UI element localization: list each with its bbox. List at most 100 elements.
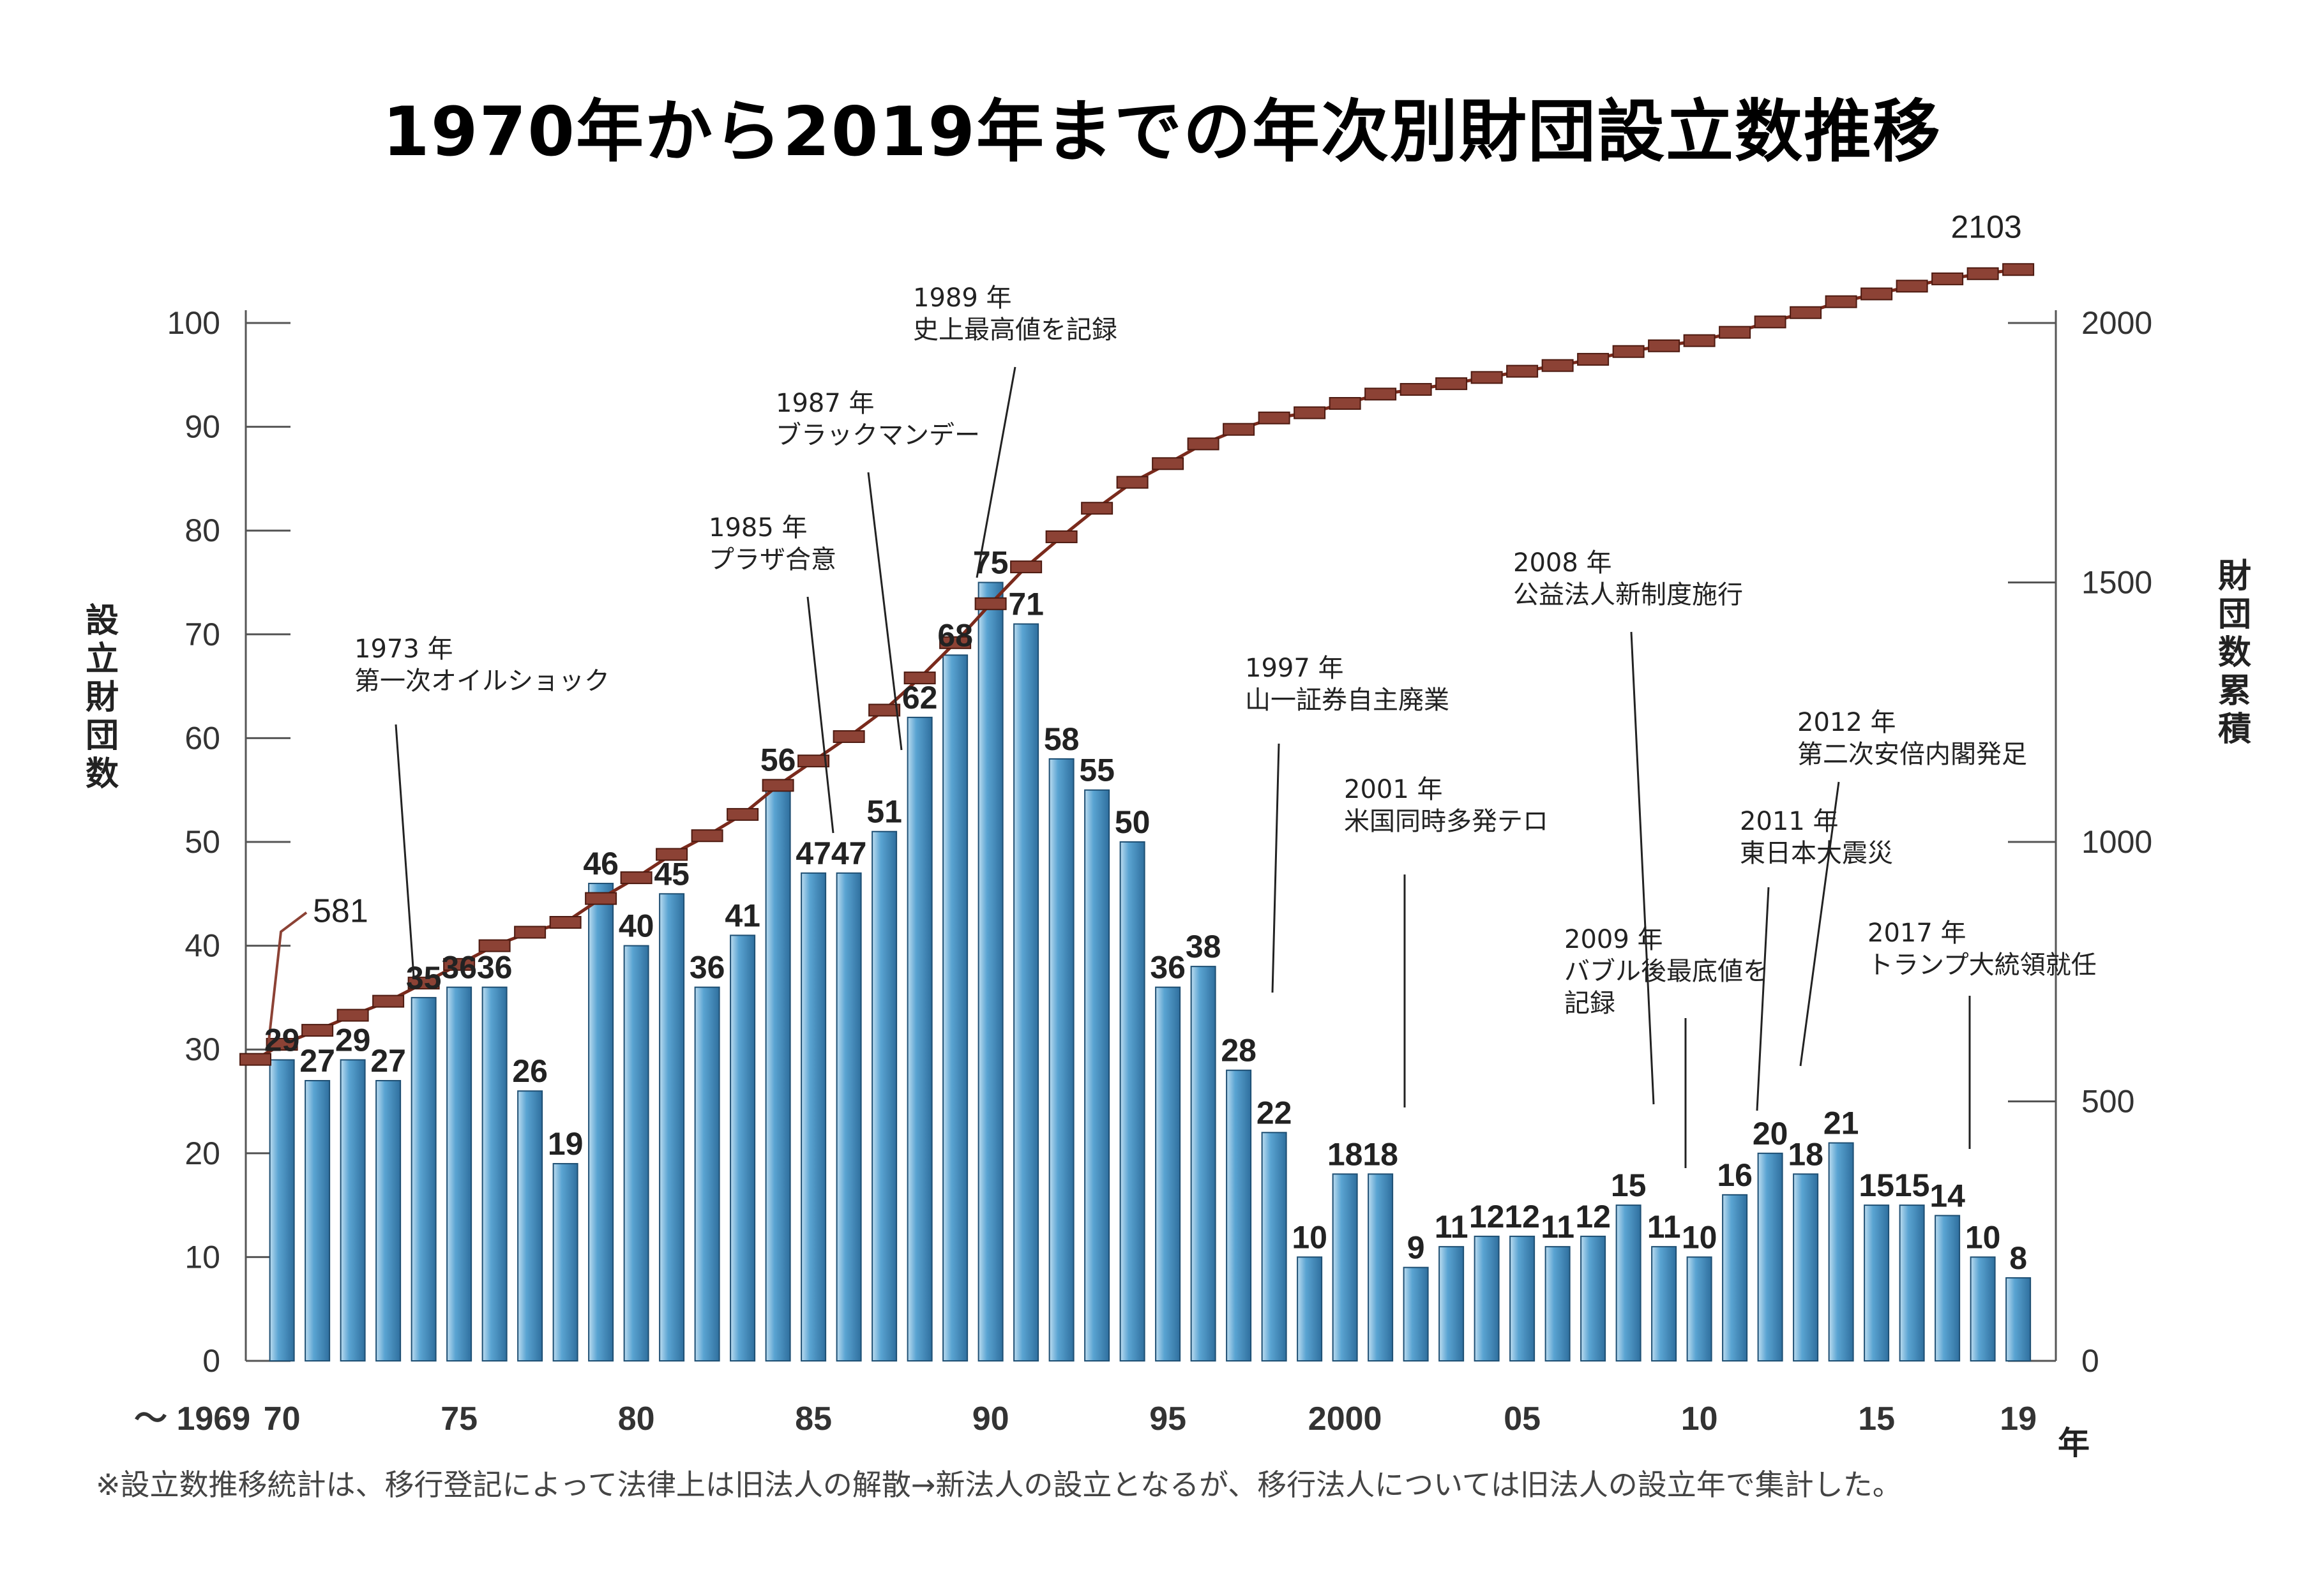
- x-tick-label: 19: [2000, 1400, 2037, 1437]
- cumulative-marker: [1081, 502, 1113, 515]
- bar: [552, 1163, 578, 1362]
- annotation-leader: [806, 596, 834, 834]
- cumulative-marker: [239, 1053, 271, 1066]
- bar-value-label: 18: [1362, 1136, 1398, 1172]
- annotation-leader: [976, 366, 1016, 578]
- footnote: ※設立数推移統計は、移行登記によって法律上は旧法人の解散→新法人の設立となるが、…: [96, 1467, 1902, 1502]
- bar: [1403, 1266, 1429, 1362]
- bar: [942, 654, 969, 1362]
- bar: [1368, 1173, 1394, 1362]
- bar: [588, 883, 614, 1362]
- y-tick-label: 70: [185, 617, 220, 652]
- bar-value-label: 27: [370, 1043, 406, 1079]
- bar: [1297, 1256, 1323, 1362]
- x-axis-title: 年: [2058, 1425, 2090, 1462]
- bar-value-label: 41: [725, 897, 760, 933]
- annotation-event: 第二次安倍内閣発足: [1797, 740, 2027, 769]
- y-axis-title-char: 財: [86, 679, 119, 717]
- bar: [1190, 966, 1216, 1362]
- bar: [1757, 1152, 1783, 1362]
- bar: [1899, 1204, 1925, 1362]
- cumulative-marker: [1719, 326, 1751, 339]
- y2-tick-label: 1000: [2081, 824, 2152, 860]
- x-tick-label: 15: [1858, 1400, 1895, 1437]
- bar: [2005, 1277, 2032, 1362]
- cumulative-marker: [1223, 423, 1255, 436]
- annotation-year: 2008 年: [1513, 548, 1612, 578]
- cumulative-marker: [1294, 406, 1326, 419]
- cumulative-marker: [407, 977, 440, 990]
- annotation-event: 第一次オイルショック: [354, 666, 610, 696]
- bar-value-label: 11: [1541, 1209, 1574, 1245]
- bar: [1332, 1173, 1358, 1362]
- bar: [1651, 1246, 1677, 1362]
- bar: [1226, 1069, 1252, 1362]
- bar-value-label: 15: [1611, 1167, 1647, 1203]
- bar-value-label: 68: [937, 617, 973, 653]
- cumulative-marker: [1258, 411, 1290, 424]
- bar-value-label: 46: [583, 846, 619, 882]
- cumulative-marker: [1577, 352, 1610, 366]
- bar: [269, 1059, 295, 1362]
- bar-value-label: 11: [1647, 1209, 1681, 1245]
- cumulative-marker: [1400, 383, 1432, 396]
- cumulative-marker: [301, 1024, 334, 1037]
- bar: [1048, 758, 1075, 1362]
- bar-value-label: 45: [654, 856, 690, 892]
- annotation-leader: [867, 472, 903, 751]
- bar: [977, 581, 1004, 1362]
- bar: [871, 830, 898, 1362]
- bar: [765, 779, 791, 1362]
- cumulative-marker: [727, 807, 759, 821]
- annotation-year: 1987 年: [776, 389, 875, 418]
- annotation-event: 山一証券自主廃業: [1245, 686, 1449, 715]
- y-tick-label: 10: [185, 1239, 220, 1275]
- cumulative-marker: [266, 1038, 298, 1051]
- x-tick-label: 70: [264, 1400, 301, 1437]
- bar-value-label: 18: [1327, 1136, 1363, 1172]
- bar: [1580, 1235, 1606, 1362]
- bar-value-label: 10: [1682, 1219, 1717, 1255]
- y2-axis-title-char: 団: [2218, 596, 2251, 634]
- annotation-leader: [1799, 781, 1840, 1067]
- bar: [1722, 1194, 1748, 1362]
- cumulative-marker: [1896, 280, 1928, 293]
- cumulative-marker: [2002, 263, 2035, 276]
- cumulative-marker: [1683, 334, 1716, 347]
- annotation-year: 2001 年: [1344, 775, 1443, 804]
- cumulative-marker: [1648, 339, 1680, 352]
- bar-value-label: 28: [1221, 1033, 1256, 1069]
- bar-value-label: 12: [1504, 1199, 1540, 1234]
- bar-value-label: 8: [2009, 1240, 2027, 1276]
- annotation-year: 2012 年: [1797, 708, 1896, 737]
- y2-axis-title-char: 積: [2218, 710, 2251, 749]
- bar: [1509, 1235, 1535, 1362]
- y-axis-title-char: 数: [86, 755, 119, 793]
- bar: [730, 934, 756, 1362]
- annotation-year: 2009 年: [1564, 925, 1663, 954]
- bar: [1084, 789, 1110, 1362]
- cumulative-marker: [903, 671, 936, 685]
- bar-value-label: 11: [1435, 1209, 1468, 1245]
- bar: [305, 1079, 331, 1362]
- cumulative-marker: [974, 597, 1007, 610]
- bar-value-label: 36: [477, 950, 513, 986]
- x-tick-label: 05: [1504, 1400, 1541, 1437]
- y2-tick-label: 2000: [2081, 305, 2152, 341]
- bar-value-label: 36: [441, 950, 477, 986]
- y-tick-label: 80: [185, 513, 220, 548]
- x-tick-label: 75: [441, 1400, 478, 1437]
- bar: [1793, 1173, 1819, 1362]
- x-tick-label: 80: [618, 1400, 655, 1437]
- bar-value-label: 16: [1717, 1157, 1753, 1193]
- bar-value-label: 12: [1575, 1199, 1611, 1234]
- bar: [694, 986, 720, 1362]
- y-axis-title-char: 団: [86, 717, 119, 755]
- bar-value-label: 20: [1753, 1116, 1788, 1152]
- x-tick-label: 10: [1681, 1400, 1718, 1437]
- bar: [836, 872, 862, 1362]
- bar-value-label: 51: [866, 794, 902, 830]
- x-start-label: ～ 1969: [134, 1400, 250, 1437]
- bar: [446, 986, 472, 1362]
- cumulative-marker: [1754, 315, 1786, 329]
